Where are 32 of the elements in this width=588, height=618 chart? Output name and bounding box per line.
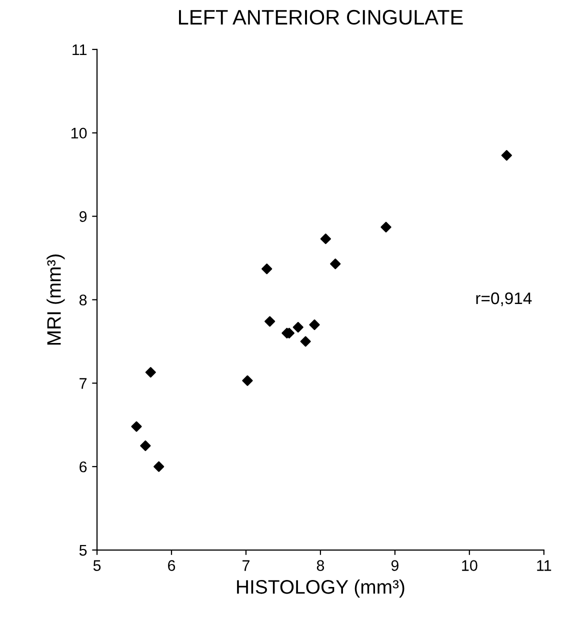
y-tick-label: 11	[72, 44, 87, 55]
point	[262, 264, 272, 274]
x-tick-label: 8	[316, 560, 324, 571]
point	[501, 150, 512, 161]
y-tick-label: 5	[79, 545, 87, 556]
x-tick-label: 7	[242, 560, 250, 571]
x-tick-label: 9	[391, 560, 398, 571]
point	[309, 319, 320, 330]
x-tick-label: 11	[537, 560, 552, 571]
point	[242, 375, 253, 386]
point	[145, 367, 156, 378]
x-tick-label: 5	[93, 560, 101, 571]
annotation: r=0,914	[476, 292, 532, 306]
point	[380, 222, 392, 232]
y-tick-label: 10	[71, 128, 87, 139]
y-tick-label: 6	[80, 461, 87, 472]
point	[264, 316, 276, 327]
point	[300, 336, 311, 347]
point	[292, 322, 304, 333]
point	[330, 258, 341, 270]
y-tick-label: 7	[80, 378, 87, 389]
point	[154, 461, 164, 472]
y-tick-label: 8	[79, 294, 87, 306]
y-tick-label: 9	[80, 211, 87, 222]
point	[131, 421, 142, 432]
point	[140, 440, 151, 452]
x-axis-title: HISTOLOGY (mm³)	[237, 580, 404, 598]
chart-title: LEFT ANTERIOR CINGULATE	[179, 10, 463, 25]
point	[320, 234, 331, 244]
y-axis-title: MRI (mm³)	[46, 254, 65, 345]
x-tick-label: 6	[168, 560, 176, 571]
x-tick-label: 10	[462, 560, 478, 571]
